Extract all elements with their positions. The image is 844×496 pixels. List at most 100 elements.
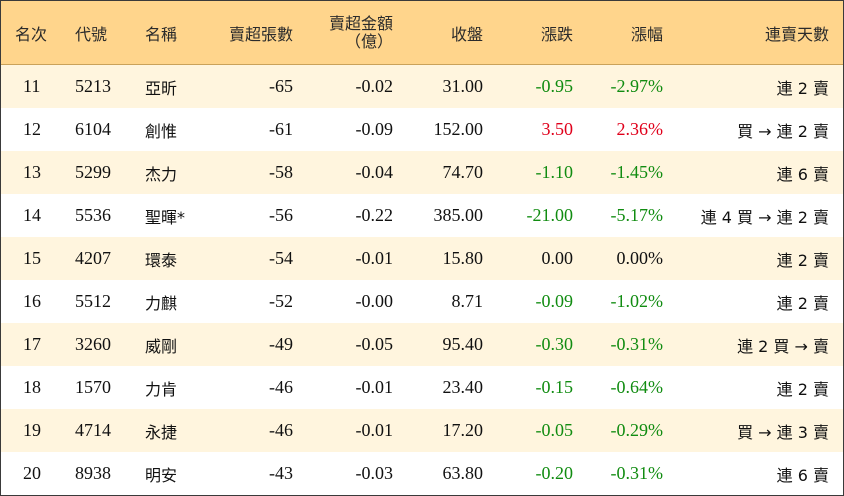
rank-cell: 13 xyxy=(23,162,41,182)
rank-cell: 12 xyxy=(23,119,41,139)
change-cell: -0.15 xyxy=(535,377,574,397)
header-net-sell-amount-label: 賣超金額 xyxy=(328,13,393,33)
change-pct-cell: 2.36% xyxy=(616,119,664,139)
net-sell-amount-cell: -0.02 xyxy=(355,76,394,96)
code-cell: 4714 xyxy=(75,420,111,440)
header-net-sell-amount: 賣超金額 （億） xyxy=(329,1,393,64)
net-sell-amount-cell: -0.01 xyxy=(355,248,394,268)
net-sell-lots-cell: -56 xyxy=(269,205,293,225)
rank-cell: 18 xyxy=(23,377,41,397)
change-cell: -0.05 xyxy=(535,420,574,440)
code-cell: 8938 xyxy=(75,463,111,483)
streak-cell: 買 → 連 2 賣 xyxy=(737,121,829,141)
streak-cell: 連 2 賣 xyxy=(776,78,829,98)
change-cell: 3.50 xyxy=(541,119,574,139)
change-cell: -0.20 xyxy=(535,463,574,483)
change-pct-cell: 0.00% xyxy=(616,248,664,268)
code-cell: 5213 xyxy=(75,76,111,96)
net-sell-amount-cell: -0.03 xyxy=(355,463,394,483)
change-pct-cell: -1.02% xyxy=(610,291,664,311)
rank-cell: 17 xyxy=(23,334,41,354)
change-pct-cell: -1.45% xyxy=(610,162,664,182)
table-row: 14 5536 聖暉* -56 -0.22 385.00 -21.00 -5.17% 連 4 買… xyxy=(1,194,843,237)
net-sell-lots-cell: -52 xyxy=(269,291,293,311)
close-price-cell: 23.40 xyxy=(442,377,484,397)
net-sell-amount-cell: -0.01 xyxy=(355,420,394,440)
net-sell-lots-cell: -46 xyxy=(269,420,293,440)
rank-cell: 11 xyxy=(23,76,41,96)
stock-name-cell: 力麒 xyxy=(145,293,178,313)
rank-cell: 19 xyxy=(23,420,41,440)
rank-cell: 14 xyxy=(23,205,41,225)
rank-cell: 16 xyxy=(23,291,41,311)
table-row: 15 4207 環泰 -54 -0.01 15.80 0.00 0.00% 連 2 賣 xyxy=(1,237,843,280)
close-price-cell: 95.40 xyxy=(442,334,484,354)
streak-cell: 連 2 買 → 賣 xyxy=(737,336,829,356)
streak-cell: 連 2 賣 xyxy=(776,379,829,399)
change-cell: -0.30 xyxy=(535,334,574,354)
rank-cell: 15 xyxy=(23,248,41,268)
table-row: 17 3260 威剛 -49 -0.05 95.40 -0.30 -0.31% 連 2 買 → … xyxy=(1,323,843,366)
close-price-cell: 152.00 xyxy=(433,119,484,139)
streak-cell: 買 → 連 3 賣 xyxy=(737,422,829,442)
code-cell: 5512 xyxy=(75,291,111,311)
net-sell-lots-cell: -46 xyxy=(269,377,293,397)
stock-name-cell: 力肯 xyxy=(145,379,178,399)
stock-name-cell: 聖暉* xyxy=(145,207,186,227)
code-cell: 3260 xyxy=(75,334,111,354)
code-cell: 4207 xyxy=(75,248,111,268)
net-sell-amount-cell: -0.09 xyxy=(355,119,394,139)
header-change-pct: 漲幅 xyxy=(630,24,663,44)
close-price-cell: 74.70 xyxy=(442,162,484,182)
change-pct-cell: -0.64% xyxy=(610,377,664,397)
net-sell-lots-cell: -61 xyxy=(269,119,293,139)
table-row: 12 6104 創惟 -61 -0.09 152.00 3.50 2.36% 買 → 連 2 賣 xyxy=(1,108,843,151)
change-cell: 0.00 xyxy=(541,248,574,268)
close-price-cell: 15.80 xyxy=(442,248,484,268)
close-price-cell: 17.20 xyxy=(442,420,484,440)
change-cell: -0.95 xyxy=(535,76,574,96)
change-pct-cell: -0.31% xyxy=(610,463,664,483)
table-row: 20 8938 明安 -43 -0.03 63.80 -0.20 -0.31% 連 6 賣 xyxy=(1,452,843,495)
change-pct-cell: -2.97% xyxy=(610,76,664,96)
net-sell-amount-cell: -0.05 xyxy=(355,334,394,354)
change-cell: -21.00 xyxy=(526,205,574,225)
net-sell-lots-cell: -43 xyxy=(269,463,293,483)
streak-cell: 連 2 賣 xyxy=(776,250,829,270)
rank-cell: 20 xyxy=(23,463,41,483)
change-cell: -0.09 xyxy=(535,291,574,311)
header-code: 代號 xyxy=(75,24,108,44)
header-rank: 名次 xyxy=(15,24,48,44)
streak-cell: 連 6 賣 xyxy=(776,465,829,485)
net-sell-amount-cell: -0.04 xyxy=(355,162,394,182)
net-sell-amount-cell: -0.22 xyxy=(355,205,394,225)
table-header: 名次 代號 名稱 賣超張數 賣超金額 （億） 收盤 漲跌 漲幅 連賣天數 xyxy=(1,1,843,65)
table-row: 13 5299 杰力 -58 -0.04 74.70 -1.10 -1.45% 連 6 賣 xyxy=(1,151,843,194)
code-cell: 1570 xyxy=(75,377,111,397)
code-cell: 6104 xyxy=(75,119,111,139)
streak-cell: 連 6 賣 xyxy=(776,164,829,184)
change-pct-cell: -0.29% xyxy=(610,420,664,440)
change-cell: -1.10 xyxy=(535,162,574,182)
stock-name-cell: 明安 xyxy=(145,465,178,485)
net-sell-amount-cell: -0.00 xyxy=(355,291,394,311)
stock-name-cell: 威剛 xyxy=(145,336,178,356)
table-row: 18 1570 力肯 -46 -0.01 23.40 -0.15 -0.64% 連 2 賣 xyxy=(1,366,843,409)
header-net-sell-amount-unit: （億） xyxy=(344,31,393,51)
net-sell-lots-cell: -49 xyxy=(269,334,293,354)
net-sell-lots-cell: -65 xyxy=(269,76,293,96)
stock-name-cell: 永捷 xyxy=(145,422,178,442)
close-price-cell: 8.71 xyxy=(451,291,484,311)
header-name: 名稱 xyxy=(145,24,178,44)
change-pct-cell: -0.31% xyxy=(610,334,664,354)
change-pct-cell: -5.17% xyxy=(610,205,664,225)
stock-name-cell: 環泰 xyxy=(145,250,178,270)
net-sell-amount-cell: -0.01 xyxy=(355,377,394,397)
header-streak: 連賣天數 xyxy=(764,24,829,44)
table-row: 19 4714 永捷 -46 -0.01 17.20 -0.05 -0.29% 買 → 連 3 … xyxy=(1,409,843,452)
header-net-sell-lots: 賣超張數 xyxy=(228,24,293,44)
header-change: 漲跌 xyxy=(540,24,573,44)
streak-cell: 連 2 賣 xyxy=(776,293,829,313)
table-row: 11 5213 亞昕 -65 -0.02 31.00 -0.95 -2.97% 連 2 賣 xyxy=(1,65,843,108)
